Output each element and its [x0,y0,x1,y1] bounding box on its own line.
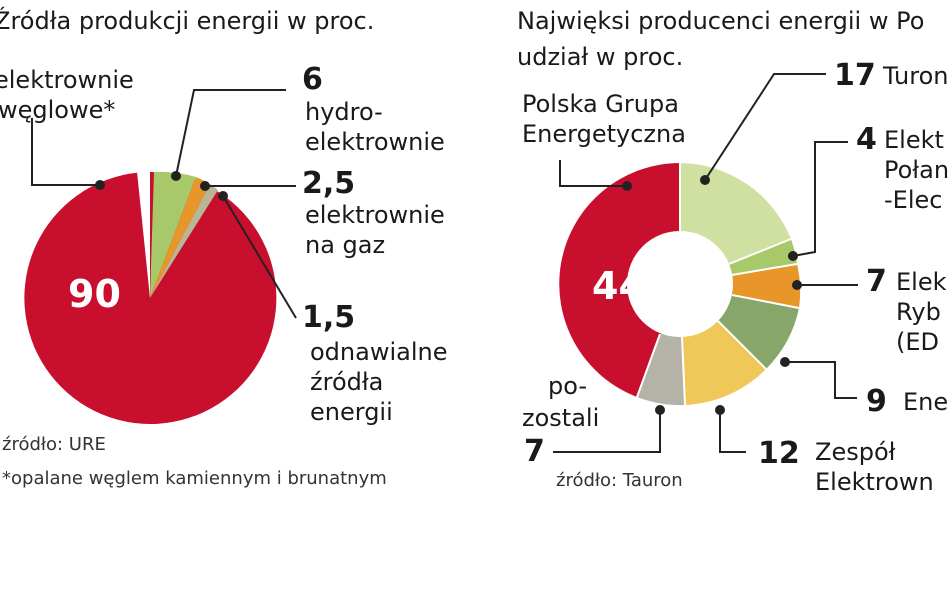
e12-value: 12 [758,436,800,471]
slice-coal [24,171,277,424]
left-title: Źródła produkcji energii w proc. [0,7,375,35]
e12-label-line1: Zespół [815,438,896,466]
slice-gas [150,177,210,298]
left-pie [24,171,277,424]
tauron-name: Turon [883,62,948,90]
e7-label-line3: (ED [896,328,940,356]
slice-rybnik [680,264,801,308]
e7-value: 7 [866,264,887,299]
pge-label-line2: Energetyczna [522,120,686,148]
e9-name: Ene [903,388,948,416]
renew-label-line3: energii [310,398,393,426]
e4-label-line3: -Elec [884,186,943,214]
right-donut [559,163,801,406]
hydro-label-line2: elektrownie [305,128,445,156]
coal-label-line2: węglowe* [0,96,116,124]
coal-label-line1: elektrownie [0,66,134,94]
right-title: Najwięksi producenci energii w Po [517,7,925,35]
others-value: 7 [524,434,545,469]
e12-label-line2: Elektrown [815,468,934,496]
e9-value: 9 [866,384,887,419]
slice-hydro [150,171,196,298]
right-leaders [553,73,858,453]
right-source: źródło: Tauron [556,470,683,491]
hydro-label-line1: hydro- [305,98,383,126]
e4-label-line1: Elekt [884,126,944,154]
others-label-line1: po- [548,372,588,400]
right-dots [622,175,802,415]
e4-value: 4 [856,122,877,157]
tauron-value: 17 [834,58,876,93]
gas-label-line2: na gaz [305,231,386,259]
slice-pge [559,163,680,397]
left-leaders [31,89,297,319]
right-subtitle: udział w proc. [517,43,684,71]
renew-label-line1: odnawialne [310,338,448,366]
renew-label-line2: źródła [310,368,384,396]
pge-label-line1: Polska Grupa [522,90,679,118]
others-label-line2: zostali [522,404,600,432]
gas-label-line1: elektrownie [305,201,445,229]
hydro-value: 6 [302,62,323,97]
renew-value: 1,5 [302,300,356,335]
left-footnote: *opalane węglem kamiennym i brunatnym [2,468,387,489]
pge-value: 44 [592,264,645,308]
e7-label-line1: Elek [896,268,947,296]
coal-value: 90 [68,272,121,316]
donut-hole [627,231,733,337]
slice-renewables [150,184,218,298]
left-dots [95,171,228,201]
gas-value: 2,5 [302,166,356,201]
e7-label-line2: Ryb [896,298,941,326]
e4-label-line2: Połan [884,156,948,184]
left-source: źródło: URE [2,434,106,455]
